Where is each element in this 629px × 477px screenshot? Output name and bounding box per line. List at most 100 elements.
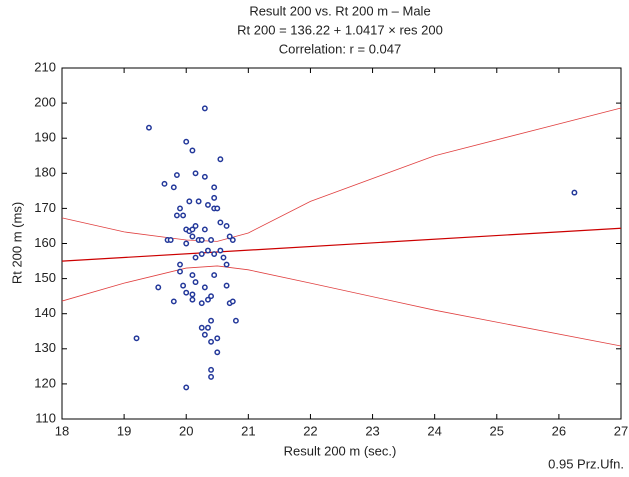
point — [214, 349, 221, 356]
point — [223, 282, 230, 289]
point — [189, 226, 196, 233]
point — [208, 373, 215, 380]
point — [208, 366, 215, 373]
x-tick-label: 27 — [614, 423, 628, 438]
point — [571, 189, 578, 196]
point — [177, 261, 183, 268]
y-tick-label: 120 — [34, 375, 56, 390]
point — [198, 251, 205, 257]
point — [226, 233, 233, 240]
point — [192, 279, 199, 286]
point — [211, 194, 218, 201]
x-tick-label: 19 — [117, 423, 131, 438]
y-tick-label: 110 — [35, 410, 56, 425]
point — [189, 296, 196, 303]
point — [201, 331, 208, 338]
fit-line — [61, 227, 622, 262]
x-tick-label: 26 — [552, 423, 566, 438]
point — [208, 293, 215, 300]
point — [214, 335, 221, 342]
point — [183, 240, 190, 247]
x-tick-label: 20 — [179, 423, 193, 438]
point — [205, 296, 211, 303]
point — [177, 205, 183, 212]
point — [211, 251, 218, 257]
x-tick-label: 24 — [427, 423, 441, 438]
y-tick-label: 170 — [34, 200, 56, 215]
x-tick-label: 22 — [303, 423, 317, 438]
x-tick-label: 21 — [241, 423, 255, 438]
x-tick-label: 25 — [490, 423, 504, 438]
point — [180, 282, 187, 289]
y-tick-label: 200 — [34, 95, 56, 110]
plot-frame — [61, 67, 622, 420]
point — [186, 198, 193, 205]
point — [211, 184, 218, 191]
point — [201, 105, 208, 112]
point — [214, 205, 221, 212]
point — [192, 170, 199, 177]
point — [173, 172, 180, 179]
point — [183, 384, 190, 391]
y-axis-label: Rt 200 m (ms) — [9, 202, 24, 284]
x-tick-label: 18 — [55, 423, 69, 438]
note: 0.95 Prz.Ufn. — [548, 456, 624, 471]
chart-subtitle: Rt 200 = 136.22 + 1.0417 × res 200 — [237, 22, 443, 37]
point — [223, 223, 230, 229]
x-tick-label: 23 — [365, 423, 379, 438]
chart-annotation: Correlation: r = 0.047 — [279, 41, 401, 56]
point — [133, 335, 140, 342]
point — [189, 291, 196, 298]
point — [217, 219, 224, 226]
point — [205, 324, 211, 331]
point — [192, 254, 199, 261]
fit-line — [61, 265, 622, 347]
fit-line — [61, 107, 622, 242]
chart-title: Result 200 vs. Rt 200 m – Male — [249, 3, 430, 18]
point — [208, 317, 215, 324]
point — [173, 212, 180, 219]
point — [180, 212, 187, 219]
point — [220, 254, 227, 261]
point — [198, 237, 205, 243]
y-tick-label: 140 — [34, 305, 56, 320]
point — [205, 247, 211, 254]
point — [201, 173, 208, 180]
point — [167, 237, 174, 243]
point — [217, 247, 224, 254]
point — [208, 338, 215, 345]
y-tick-label: 160 — [34, 235, 56, 250]
point — [195, 198, 202, 205]
point — [223, 261, 230, 268]
point — [155, 284, 162, 291]
point — [217, 156, 224, 163]
point — [205, 201, 211, 208]
point — [201, 226, 208, 233]
point — [208, 237, 215, 243]
point — [232, 317, 239, 324]
point — [211, 272, 218, 279]
point — [146, 124, 152, 131]
y-tick-label: 210 — [34, 59, 56, 74]
point — [170, 298, 177, 305]
point — [170, 184, 177, 191]
point — [229, 298, 236, 305]
point — [183, 138, 190, 145]
point — [229, 237, 236, 243]
point — [189, 272, 196, 279]
y-tick-label: 190 — [34, 130, 56, 145]
point — [177, 268, 183, 275]
point — [198, 300, 205, 307]
point — [183, 289, 190, 296]
point — [189, 147, 196, 154]
point — [161, 180, 168, 187]
x-axis-label: Result 200 m (sec.) — [284, 443, 397, 458]
point — [192, 223, 199, 229]
y-tick-label: 150 — [34, 270, 56, 285]
y-tick-label: 130 — [34, 340, 56, 355]
point — [189, 233, 196, 240]
point — [201, 284, 208, 291]
point — [198, 324, 205, 331]
y-tick-label: 180 — [34, 165, 56, 180]
